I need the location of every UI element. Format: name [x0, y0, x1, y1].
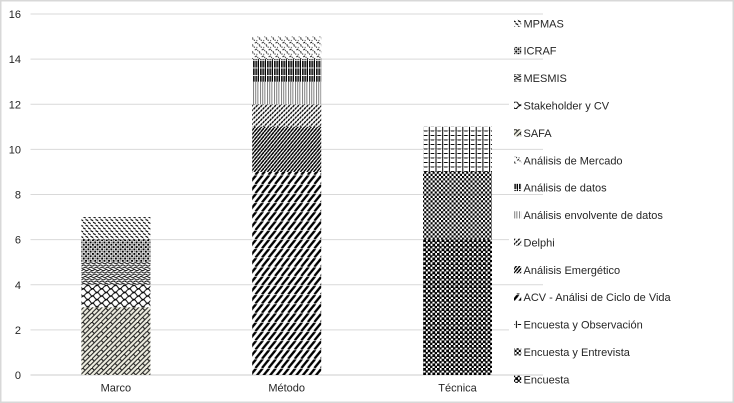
svg-text:12: 12 — [9, 99, 21, 111]
svg-text:6: 6 — [15, 235, 21, 247]
svg-text:Stakeholder y CV: Stakeholder y CV — [524, 101, 610, 113]
svg-text:4: 4 — [15, 280, 21, 292]
svg-text:Método: Método — [268, 383, 305, 395]
svg-text:Técnica: Técnica — [438, 383, 477, 395]
svg-text:Marco: Marco — [101, 383, 132, 395]
svg-text:Análisis de Mercado: Análisis de Mercado — [524, 155, 623, 167]
svg-text:Análisis de datos: Análisis de datos — [524, 183, 608, 195]
svg-text:0: 0 — [15, 370, 21, 382]
svg-text:2: 2 — [15, 325, 21, 337]
svg-text:Encuesta y Entrevista: Encuesta y Entrevista — [524, 347, 631, 359]
svg-text:ICRAF: ICRAF — [524, 46, 557, 58]
svg-text:MESMIS: MESMIS — [524, 73, 567, 85]
svg-text:8: 8 — [15, 190, 21, 202]
svg-text:MPMAS: MPMAS — [524, 18, 564, 30]
svg-text:Encuesta y Observación: Encuesta y Observación — [524, 320, 643, 332]
svg-text:ACV - Análisi de Ciclo de Vida: ACV - Análisi de Ciclo de Vida — [524, 292, 672, 304]
svg-text:Delphi: Delphi — [524, 237, 555, 249]
svg-text:Análisis envolvente de datos: Análisis envolvente de datos — [524, 210, 664, 222]
svg-text:Encuesta: Encuesta — [524, 374, 571, 386]
svg-text:16: 16 — [9, 9, 21, 21]
svg-text:14: 14 — [9, 54, 21, 66]
svg-text:Análisis Emergético: Análisis Emergético — [524, 265, 621, 277]
svg-text:SAFA: SAFA — [524, 128, 553, 140]
svg-text:10: 10 — [9, 144, 21, 156]
